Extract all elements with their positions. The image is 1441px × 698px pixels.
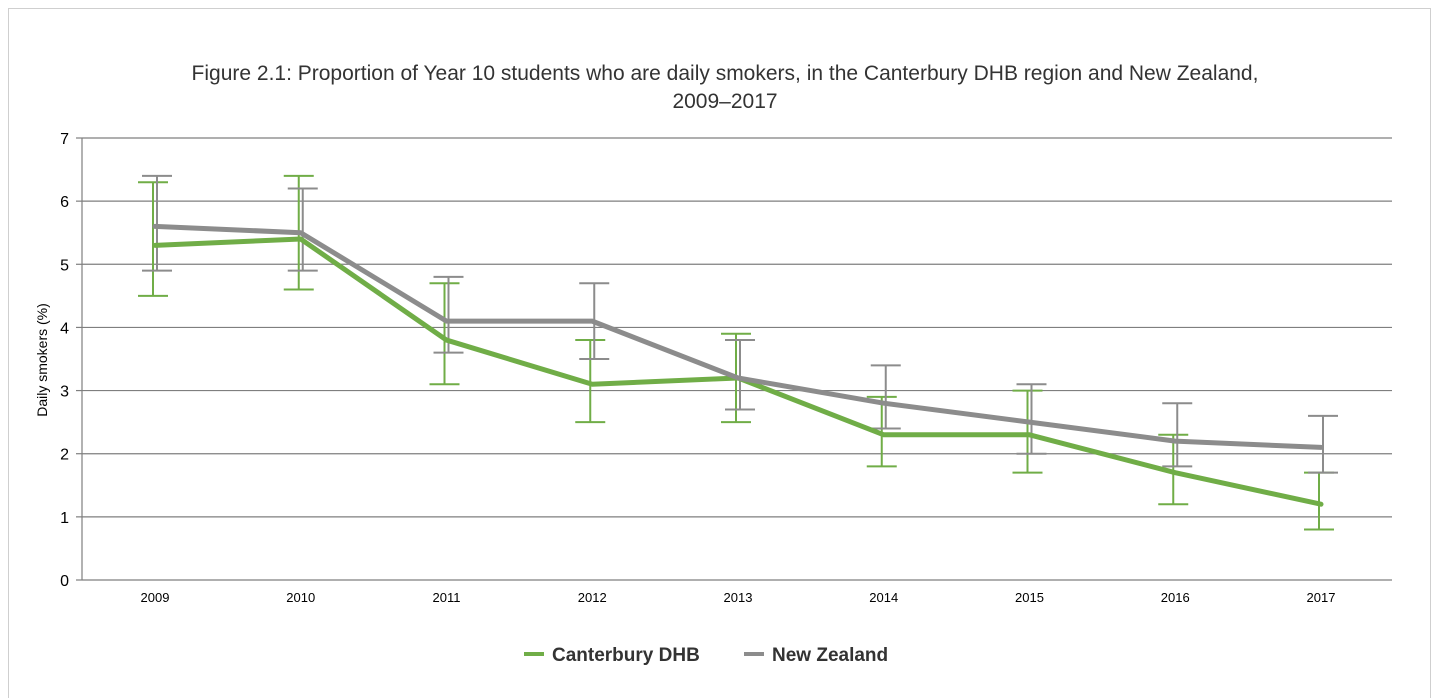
x-tick-label: 2011	[433, 590, 461, 605]
x-axis-ticks: 2009 2010 2011 2012 2013 2014 2015 2016 2017	[141, 590, 1336, 605]
chart-title-line2: 2009–2017	[672, 90, 777, 113]
y-tick-label: 7	[60, 131, 69, 148]
y-axis-label: Daily smokers (%)	[34, 303, 50, 417]
series-line-canterbury	[152, 236, 1324, 507]
error-bars	[138, 174, 1338, 531]
x-tick-label: 2012	[578, 590, 607, 605]
series-line-new-zealand	[152, 223, 1324, 450]
y-tick-label: 6	[60, 194, 69, 211]
x-tick-label: 2010	[286, 590, 315, 605]
legend-label: Canterbury DHB	[552, 645, 700, 666]
y-axis-ticks: 0 1 2 3 4 5 6 7	[60, 131, 69, 590]
grid-lines	[76, 137, 1392, 581]
x-tick-label: 2017	[1307, 590, 1336, 605]
y-tick-label: 4	[60, 320, 69, 337]
series-lines	[152, 223, 1324, 507]
y-tick-label: 2	[60, 447, 69, 464]
y-tick-label: 5	[60, 257, 69, 274]
x-tick-label: 2014	[869, 590, 898, 605]
legend: Canterbury DHB New Zealand	[524, 645, 888, 666]
y-tick-label: 1	[60, 510, 69, 527]
legend-label: New Zealand	[772, 645, 888, 666]
chart-title: Figure 2.1: Proportion of Year 10 studen…	[192, 62, 1259, 85]
y-tick-label: 3	[60, 384, 69, 401]
chart-frame	[8, 8, 1431, 698]
x-tick-label: 2015	[1015, 590, 1044, 605]
x-tick-label: 2016	[1161, 590, 1190, 605]
y-tick-label: 0	[60, 573, 69, 590]
x-tick-label: 2009	[141, 590, 170, 605]
x-tick-label: 2013	[724, 590, 753, 605]
